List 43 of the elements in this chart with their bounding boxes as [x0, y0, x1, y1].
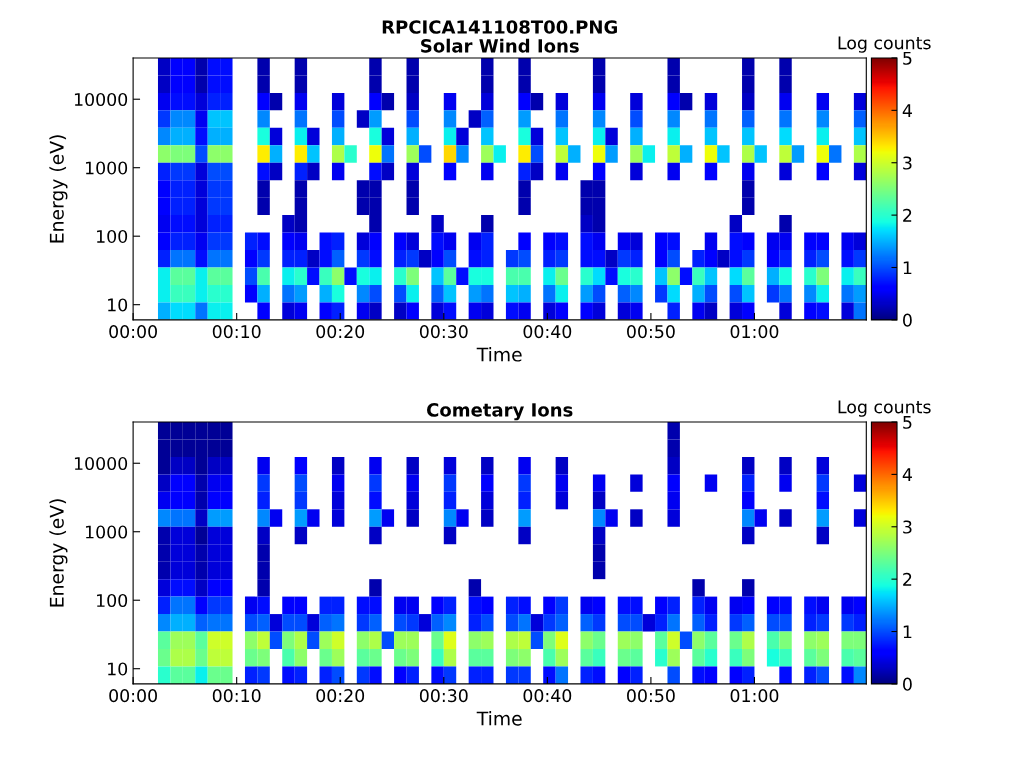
x-axis-title: Time [476, 711, 522, 726]
x-axis-title: Time [476, 347, 522, 362]
x-tick-label: 00:50 [627, 325, 675, 339]
x-tick-label: 00:40 [523, 325, 572, 339]
color-bar-label: 4 [902, 104, 912, 117]
y-axis-title: Energy (eV) [49, 499, 68, 607]
x-tick-label: 00:10 [212, 325, 261, 339]
x-tick-label: 00:00 [109, 325, 157, 339]
x-tick-label: 00:00 [109, 689, 157, 703]
y-tick-label: 10 [108, 298, 128, 312]
color-bar-label: 0 [903, 313, 912, 327]
y-tick-label: 10000 [74, 92, 128, 107]
color-bar-label: 0 [903, 677, 912, 691]
y-tick-label: 100 [97, 229, 128, 244]
x-tick-label: 00:20 [316, 325, 365, 339]
color-bar-label: 4 [902, 468, 912, 481]
x-tick-label: 00:20 [316, 689, 365, 703]
y-tick-label: 100 [97, 593, 128, 608]
x-tick-label: 00:40 [523, 689, 572, 703]
chart-title: Cometary Ions [427, 403, 573, 421]
color-bar-label: 5 [903, 51, 912, 65]
y-tick-label: 10000 [74, 456, 128, 471]
color-bar-label: 3 [903, 520, 912, 534]
x-tick-label: 00:50 [627, 689, 675, 703]
color-bar-label: 5 [903, 415, 912, 429]
color-bar-label: 1 [903, 261, 912, 275]
x-tick-label: 01:00 [730, 689, 779, 703]
chart-title: RPCICA141108T00.PNG [382, 20, 617, 34]
y-tick-label: 1000 [85, 161, 128, 175]
chart-subtitle: Solar Wind Ions [421, 38, 579, 53]
color-bar-title: Log counts [838, 36, 931, 53]
color-bar-label: 3 [903, 156, 912, 170]
color-bar-title: Log counts [838, 400, 931, 417]
color-bar-label: 2 [903, 208, 912, 222]
color-bar-label: 2 [903, 572, 912, 586]
x-tick-label: 00:30 [419, 689, 468, 703]
y-tick-label: 1000 [85, 525, 128, 539]
color-bar-label: 1 [903, 625, 912, 639]
y-axis-title: Energy (eV) [49, 135, 68, 243]
x-tick-label: 01:00 [730, 325, 779, 339]
x-tick-label: 00:30 [419, 325, 468, 339]
y-tick-label: 10 [108, 662, 128, 676]
x-tick-label: 00:10 [212, 689, 261, 703]
